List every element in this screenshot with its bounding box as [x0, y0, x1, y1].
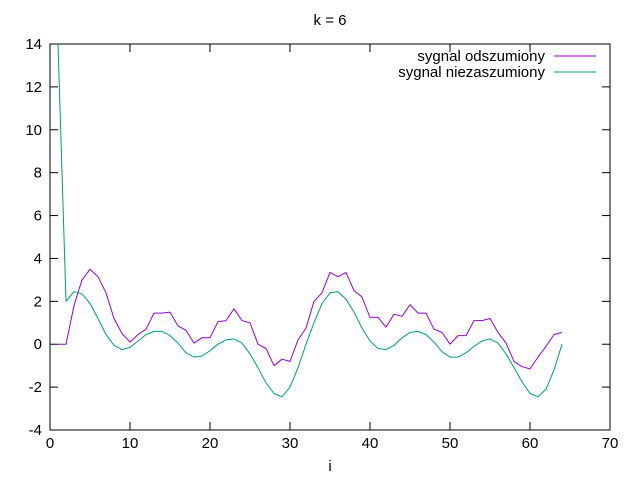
x-tick-label: 60	[522, 435, 539, 452]
y-tick-label: 2	[34, 293, 42, 310]
y-tick-label: 14	[25, 36, 42, 53]
x-axis-label: i	[328, 458, 331, 475]
y-tick-label: -2	[29, 379, 42, 396]
legend-label: sygnal odszumiony	[417, 48, 545, 65]
axis-tick-labels: 0 10 20 30 40 50 60 70 -4 -2 0 2 4 6 8 10 12 14	[25, 36, 618, 452]
axis-ticks	[49, 43, 611, 431]
x-tick-label: 30	[282, 435, 299, 452]
y-tick-label: 4	[34, 250, 42, 267]
y-tick-label: 6	[34, 208, 42, 225]
series-line-1	[58, 268, 563, 370]
series-line-2	[57, 43, 563, 398]
x-tick-label: 40	[362, 435, 379, 452]
y-tick-label: -4	[29, 422, 42, 439]
x-tick-label: 50	[442, 435, 459, 452]
legend-label: sygnal niezaszumiony	[398, 64, 545, 81]
x-tick-label: 70	[602, 435, 619, 452]
x-tick-label: 0	[46, 435, 54, 452]
chart-title: k = 6	[314, 12, 347, 29]
plot-frame	[49, 43, 611, 431]
y-tick-label: 0	[34, 336, 42, 353]
y-tick-label: 12	[25, 79, 42, 96]
x-tick-label: 20	[202, 435, 219, 452]
y-tick-label: 10	[25, 122, 42, 139]
x-tick-label: 10	[122, 435, 139, 452]
y-tick-label: 8	[34, 165, 42, 182]
series-group	[57, 43, 563, 398]
